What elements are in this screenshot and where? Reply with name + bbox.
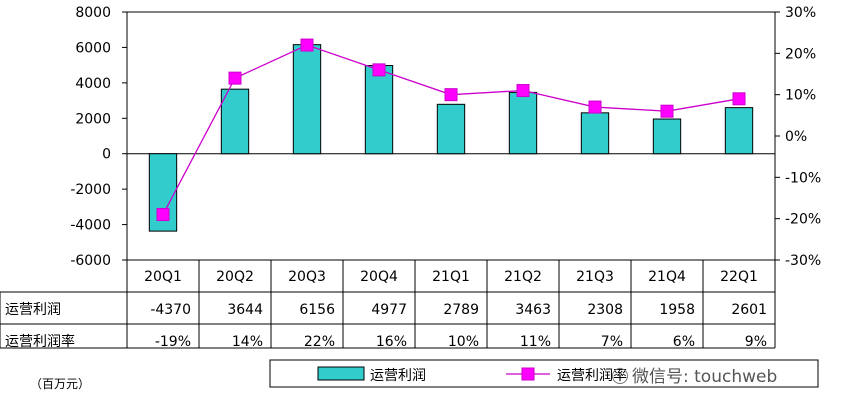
right-axis-tick-label: 30%	[785, 5, 816, 21]
category-label: 20Q3	[288, 269, 326, 285]
table-cell: 3463	[515, 302, 551, 318]
marker-operating-margin	[732, 92, 746, 106]
watermark: 微信号: touchweb	[612, 362, 777, 387]
table-cell: 10%	[448, 334, 479, 350]
marker-operating-margin	[444, 88, 458, 102]
category-label: 21Q4	[648, 269, 686, 285]
legend-swatch-bar	[317, 366, 365, 381]
table-cell: 6156	[299, 302, 335, 318]
category-label: 20Q4	[360, 269, 398, 285]
table-cell: 2601	[731, 302, 767, 318]
table-cell: 4977	[371, 302, 407, 318]
table-cell: 7%	[601, 334, 623, 350]
category-label: 20Q1	[144, 269, 182, 285]
table-cell: 22%	[304, 334, 335, 350]
right-axis-tick-label: 10%	[785, 88, 816, 104]
left-axis-tick-label: -6000	[70, 253, 111, 269]
category-label: 21Q3	[576, 269, 614, 285]
right-axis-tick-label: 20%	[785, 46, 816, 62]
watermark-text: 微信号: touchweb	[632, 367, 778, 387]
unit-label: （百万元）	[30, 377, 91, 391]
marker-operating-margin	[156, 208, 170, 222]
category-label: 21Q2	[504, 269, 542, 285]
bar-operating-profit	[292, 44, 322, 155]
table-cell: 6%	[673, 334, 695, 350]
table-cell: 16%	[376, 334, 407, 350]
legend-marker	[521, 367, 535, 381]
table-cell: 3644	[227, 302, 263, 318]
bar-operating-profit	[364, 65, 394, 155]
right-axis-tick-label: -20%	[785, 212, 821, 228]
table-cell: 1958	[659, 302, 695, 318]
table-cell: 11%	[520, 334, 551, 350]
table-cell: -19%	[155, 334, 191, 350]
marker-operating-margin	[588, 100, 602, 114]
bar-operating-profit	[220, 88, 250, 155]
bar-operating-profit	[508, 91, 538, 155]
marker-operating-margin	[372, 63, 386, 77]
table-cell: 2789	[443, 302, 479, 318]
category-label: 20Q2	[216, 269, 254, 285]
left-axis-tick-label: 0	[102, 147, 111, 163]
marker-operating-margin	[516, 84, 530, 98]
marker-operating-margin	[300, 38, 314, 52]
table-cell: 2308	[587, 302, 623, 318]
left-axis-tick-label: 4000	[75, 76, 111, 92]
category-label: 22Q1	[720, 269, 758, 285]
table-row-label: 运营利润率	[5, 333, 75, 350]
category-label: 21Q1	[432, 269, 470, 285]
table-cell: -4370	[150, 302, 191, 318]
left-axis-tick-label: 2000	[75, 111, 111, 127]
bar-operating-profit	[436, 103, 466, 155]
left-axis-tick-label: -2000	[70, 182, 111, 198]
right-axis-tick-label: -30%	[785, 253, 821, 269]
bar-operating-profit	[652, 118, 682, 155]
legend-label-bar: 运营利润	[370, 368, 426, 384]
table-cell: 14%	[232, 334, 263, 350]
marker-operating-margin	[228, 71, 242, 85]
left-axis-tick-label: 6000	[75, 40, 111, 56]
bar-operating-profit	[580, 112, 610, 155]
left-axis-tick-label: -4000	[70, 218, 111, 234]
legend-label-line: 运营利润率	[557, 367, 627, 384]
right-axis-tick-label: 0%	[785, 129, 807, 145]
table-row-label: 运营利润	[5, 302, 61, 318]
table-cell: 9%	[745, 334, 767, 350]
right-axis-tick-label: -10%	[785, 170, 821, 186]
left-axis-tick-label: 8000	[75, 5, 111, 21]
wechat-icon	[612, 368, 628, 384]
bar-operating-profit	[724, 107, 754, 155]
marker-operating-margin	[660, 104, 674, 118]
